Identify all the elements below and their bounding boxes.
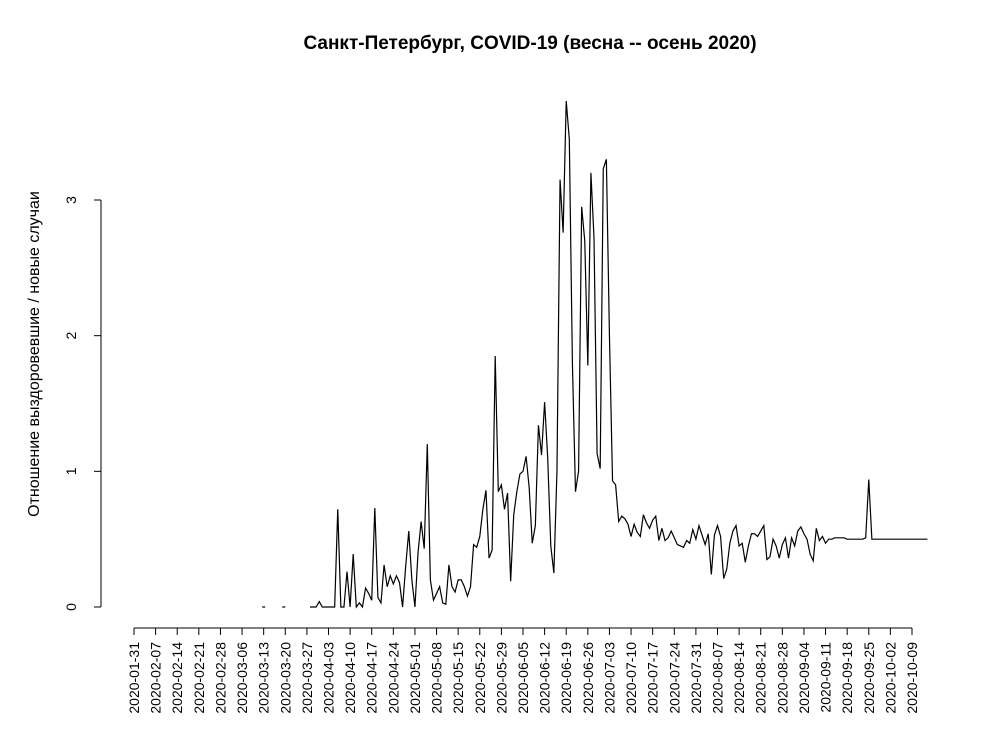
x-tick-label: 2020-09-25 — [861, 642, 877, 714]
x-tick-label: 2020-05-01 — [407, 642, 423, 714]
x-tick-label: 2020-07-03 — [601, 642, 617, 714]
x-tick-label: 2020-05-15 — [450, 642, 466, 714]
x-tick-label: 2020-08-28 — [774, 642, 790, 714]
x-tick-label: 2020-07-10 — [623, 642, 639, 714]
x-tick-label: 2020-02-28 — [212, 642, 228, 714]
chart-title: Санкт-Петербург, COVID-19 (весна -- осен… — [303, 33, 756, 54]
x-tick-label: 2020-03-27 — [299, 642, 315, 714]
y-tick-label: 3 — [63, 196, 79, 204]
x-tick-label: 2020-07-17 — [645, 642, 661, 714]
x-tick-label: 2020-06-12 — [537, 642, 553, 714]
x-tick-label: 2020-07-31 — [688, 642, 704, 714]
x-tick-label: 2020-03-13 — [256, 642, 272, 714]
x-tick-label: 2020-10-02 — [882, 642, 898, 714]
x-tick-label: 2020-04-17 — [364, 642, 380, 714]
x-tick-label: 2020-08-07 — [710, 642, 726, 714]
x-tick-label: 2020-05-22 — [472, 642, 488, 714]
x-tick-label: 2020-02-21 — [191, 642, 207, 714]
x-tick-label: 2020-04-03 — [321, 642, 337, 714]
x-tick-label: 2020-08-21 — [753, 642, 769, 714]
y-tick-label: 0 — [63, 603, 79, 611]
x-tick-label: 2020-08-14 — [731, 642, 747, 714]
x-tick-label: 2020-09-04 — [796, 642, 812, 714]
y-axis: 0 1 2 3 — [63, 196, 102, 611]
series-line — [309, 100, 928, 609]
x-tick-label: 2020-03-20 — [277, 642, 293, 714]
x-tick-label: 2020-09-11 — [818, 642, 834, 713]
x-tick-label: 2020-06-19 — [558, 642, 574, 714]
x-tick-label: 2020-07-24 — [666, 642, 682, 714]
x-tick-label: 2020-10-09 — [904, 642, 920, 714]
x-tick-label: 2020-05-29 — [493, 642, 509, 714]
y-tick-label: 1 — [63, 467, 79, 475]
y-tick-label: 2 — [63, 332, 79, 340]
x-tick-label: 2020-03-06 — [234, 642, 250, 714]
x-tick-label: 2020-02-07 — [148, 642, 164, 714]
series-layer — [262, 100, 928, 609]
x-tick-label: 2020-05-08 — [429, 642, 445, 714]
x-tick-label: 2020-02-14 — [169, 642, 185, 714]
x-tick-label: 2020-04-24 — [385, 642, 401, 714]
x-tick-label: 2020-09-18 — [839, 642, 855, 714]
x-tick-label: 2020-06-05 — [515, 642, 531, 714]
y-axis-label: Отношение выздоровевшие / новые случаи — [26, 191, 43, 517]
x-tick-label: 2020-06-26 — [580, 642, 596, 714]
x-axis: 2020-01-31 2020-02-07 2020-02-14 2020-02-21… — [126, 627, 920, 714]
x-tick-label: 2020-01-31 — [126, 642, 142, 714]
x-tick-label: 2020-04-10 — [342, 642, 358, 714]
